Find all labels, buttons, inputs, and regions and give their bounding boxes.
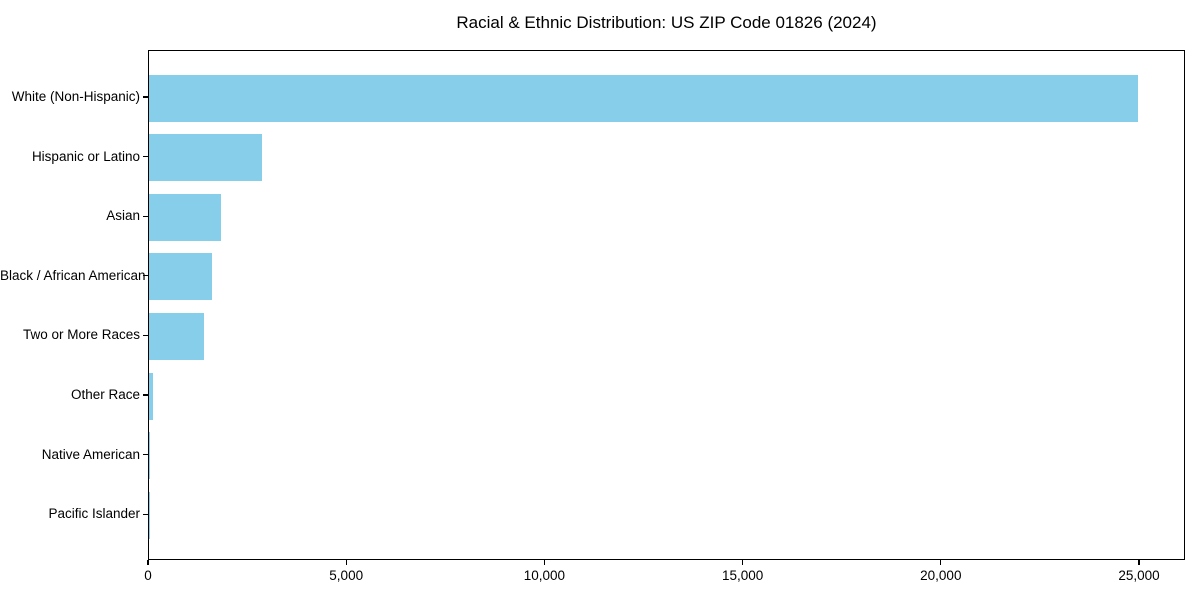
y-tick-label: Pacific Islander	[48, 506, 140, 522]
x-tick-mark	[742, 560, 744, 565]
chart-title: Racial & Ethnic Distribution: US ZIP Cod…	[456, 13, 877, 32]
plot-area	[148, 50, 1185, 560]
y-tick-label: White (Non-Hispanic)	[11, 89, 140, 104]
bar-white-non-hispanic	[149, 74, 1139, 122]
x-tick-mark	[940, 560, 942, 565]
x-tick-label: 0	[144, 568, 152, 583]
x-tick-label: 15,000	[721, 568, 764, 583]
y-tick-label: Asian	[106, 208, 140, 224]
x-tick-label: 25,000	[1118, 568, 1160, 583]
y-tick-mark	[143, 454, 148, 456]
y-tick-mark	[143, 513, 148, 515]
x-tick-label: 5,000	[329, 568, 364, 583]
bar-other-race	[149, 372, 153, 420]
y-tick-label: Other Race	[70, 387, 140, 402]
bar-asian	[149, 193, 222, 241]
x-tick-mark	[345, 560, 347, 565]
bar-hispanic-or-latino	[149, 134, 262, 182]
x-tick-mark	[1138, 560, 1140, 565]
y-tick-label: Two or More Races	[22, 327, 140, 343]
bar-two-or-more-races	[149, 312, 205, 360]
bar-black-african-american	[149, 253, 213, 301]
x-tick-label: 10,000	[523, 568, 566, 583]
x-tick-mark	[543, 560, 545, 565]
x-tick-mark	[147, 560, 149, 565]
y-tick-mark	[143, 334, 148, 336]
y-tick-mark	[143, 215, 148, 217]
y-tick-label: Black / African American	[0, 267, 146, 283]
y-tick-mark	[143, 394, 148, 396]
x-tick-label: 20,000	[920, 568, 962, 583]
y-tick-label: Hispanic or Latino	[31, 148, 140, 164]
y-tick-label: Native American	[41, 446, 140, 462]
y-tick-mark	[143, 275, 148, 277]
y-tick-mark	[143, 156, 148, 158]
bar-native-american	[149, 432, 150, 480]
y-tick-mark	[143, 96, 148, 98]
